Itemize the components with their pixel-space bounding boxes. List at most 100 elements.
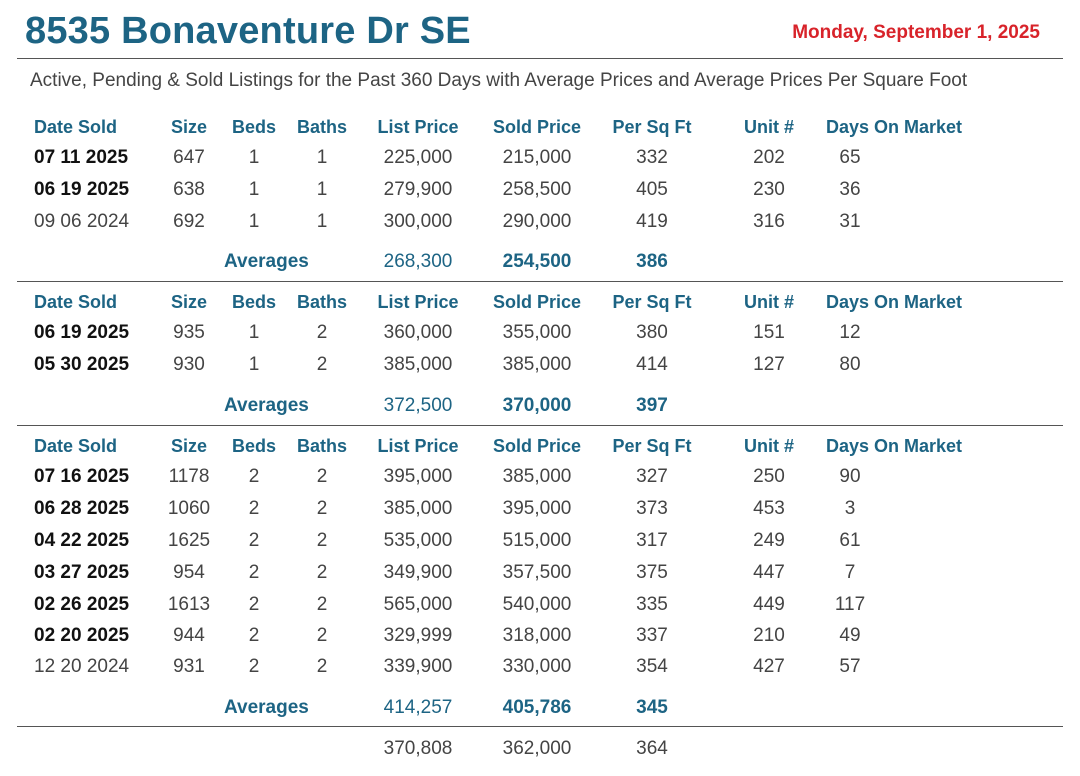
header-sold-price: Sold Price bbox=[492, 292, 582, 312]
cell-unit: 453 bbox=[753, 498, 785, 519]
avg-sold-price: 254,500 bbox=[502, 251, 572, 272]
cell-date-sold: 07 16 2025 bbox=[34, 466, 130, 487]
header-days-on-market: Days On Market bbox=[826, 292, 963, 312]
cell-beds: 1 bbox=[248, 322, 260, 343]
cell-size: 1060 bbox=[167, 498, 211, 519]
cell-date-sold: 02 20 2025 bbox=[34, 625, 130, 646]
cell-beds: 2 bbox=[248, 562, 260, 583]
cell-per-sq-ft: 419 bbox=[636, 211, 668, 232]
cell-per-sq-ft: 375 bbox=[636, 562, 668, 583]
cell-date-sold: 06 19 2025 bbox=[34, 179, 130, 200]
cell-beds: 1 bbox=[248, 354, 260, 375]
table-row: 05 30 2025 930 1 2 385,000 385,000 414 1… bbox=[0, 351, 1080, 379]
cell-days-on-market: 12 bbox=[839, 322, 861, 343]
overall-averages-row: 370,808 362,000 364 bbox=[0, 735, 1080, 763]
averages-row: Averages 372,500 370,000 397 bbox=[0, 392, 1080, 420]
cell-size: 1613 bbox=[167, 594, 211, 615]
cell-baths: 2 bbox=[316, 562, 328, 583]
header-date-sold: Date Sold bbox=[34, 117, 118, 137]
table-header-row: Date Sold Size Beds Baths List Price Sol… bbox=[0, 113, 1080, 141]
cell-unit: 250 bbox=[753, 466, 785, 487]
cell-unit: 230 bbox=[753, 179, 785, 200]
header-days-on-market: Days On Market bbox=[826, 117, 963, 137]
overall-sold-price: 362,000 bbox=[502, 738, 572, 759]
table-row: 06 28 2025 1060 2 2 385,000 395,000 373 … bbox=[0, 495, 1080, 523]
cell-days-on-market: 36 bbox=[839, 179, 861, 200]
cell-days-on-market: 49 bbox=[839, 625, 861, 646]
header-list-price: List Price bbox=[377, 436, 459, 456]
cell-baths: 2 bbox=[316, 594, 328, 615]
cell-size: 935 bbox=[173, 322, 205, 343]
cell-baths: 1 bbox=[316, 211, 328, 232]
cell-per-sq-ft: 337 bbox=[636, 625, 668, 646]
cell-sold-price: 258,500 bbox=[502, 179, 572, 200]
header-unit: Unit # bbox=[743, 292, 794, 312]
cell-beds: 2 bbox=[248, 594, 260, 615]
cell-list-price: 349,900 bbox=[383, 562, 453, 583]
header-days-on-market: Days On Market bbox=[826, 436, 963, 456]
avg-sold-price: 405,786 bbox=[502, 697, 572, 718]
cell-per-sq-ft: 380 bbox=[636, 322, 668, 343]
cell-unit: 449 bbox=[753, 594, 785, 615]
cell-size: 647 bbox=[173, 147, 205, 168]
cell-per-sq-ft: 332 bbox=[636, 147, 668, 168]
cell-baths: 2 bbox=[316, 466, 328, 487]
header-size: Size bbox=[170, 436, 208, 456]
averages-row: Averages 268,300 254,500 386 bbox=[0, 248, 1080, 276]
cell-beds: 2 bbox=[248, 498, 260, 519]
avg-per-sq-ft: 345 bbox=[636, 697, 668, 718]
header-beds: Beds bbox=[231, 117, 276, 137]
overall-list-price: 370,808 bbox=[383, 738, 453, 759]
cell-sold-price: 395,000 bbox=[502, 498, 572, 519]
header-sold-price: Sold Price bbox=[492, 117, 582, 137]
cell-date-sold: 06 28 2025 bbox=[34, 498, 130, 519]
cell-per-sq-ft: 354 bbox=[636, 656, 668, 677]
cell-unit: 127 bbox=[753, 354, 785, 375]
report-subtitle: Active, Pending & Sold Listings for the … bbox=[30, 70, 968, 91]
cell-list-price: 385,000 bbox=[383, 354, 453, 375]
header-baths: Baths bbox=[296, 436, 347, 456]
cell-days-on-market: 3 bbox=[844, 498, 856, 519]
header-per-sq-ft: Per Sq Ft bbox=[612, 292, 692, 312]
header-date-sold: Date Sold bbox=[34, 292, 118, 312]
table-row: 02 20 2025 944 2 2 329,999 318,000 337 2… bbox=[0, 622, 1080, 650]
avg-list-price: 414,257 bbox=[383, 697, 453, 718]
table-row: 09 06 2024 692 1 1 300,000 290,000 419 3… bbox=[0, 208, 1080, 236]
cell-date-sold: 09 06 2024 bbox=[34, 211, 130, 232]
cell-list-price: 225,000 bbox=[383, 147, 453, 168]
cell-beds: 1 bbox=[248, 179, 260, 200]
header-list-price: List Price bbox=[377, 117, 459, 137]
table-row: 06 19 2025 638 1 1 279,900 258,500 405 2… bbox=[0, 176, 1080, 204]
cell-list-price: 385,000 bbox=[383, 498, 453, 519]
averages-row: Averages 414,257 405,786 345 bbox=[0, 694, 1080, 722]
cell-size: 931 bbox=[173, 656, 205, 677]
cell-days-on-market: 31 bbox=[839, 211, 861, 232]
page-title: 8535 Bonaventure Dr SE bbox=[25, 10, 471, 52]
cell-days-on-market: 65 bbox=[839, 147, 861, 168]
avg-sold-price: 370,000 bbox=[502, 395, 572, 416]
cell-per-sq-ft: 373 bbox=[636, 498, 668, 519]
cell-sold-price: 357,500 bbox=[502, 562, 572, 583]
cell-sold-price: 290,000 bbox=[502, 211, 572, 232]
cell-beds: 2 bbox=[248, 656, 260, 677]
cell-baths: 2 bbox=[316, 322, 328, 343]
header-size: Size bbox=[170, 117, 208, 137]
cell-list-price: 360,000 bbox=[383, 322, 453, 343]
cell-days-on-market: 7 bbox=[844, 562, 856, 583]
cell-beds: 1 bbox=[248, 147, 260, 168]
cell-date-sold: 07 11 2025 bbox=[34, 147, 129, 168]
header-unit: Unit # bbox=[743, 117, 794, 137]
cell-beds: 2 bbox=[248, 625, 260, 646]
table-row: 02 26 2025 1613 2 2 565,000 540,000 335 … bbox=[0, 591, 1080, 619]
avg-per-sq-ft: 397 bbox=[636, 395, 668, 416]
avg-per-sq-ft: 386 bbox=[636, 251, 668, 272]
cell-baths: 1 bbox=[316, 147, 328, 168]
avg-list-price: 268,300 bbox=[383, 251, 453, 272]
cell-date-sold: 02 26 2025 bbox=[34, 594, 130, 615]
cell-days-on-market: 117 bbox=[834, 594, 866, 615]
cell-sold-price: 318,000 bbox=[502, 625, 572, 646]
avg-list-price: 372,500 bbox=[383, 395, 453, 416]
group-divider bbox=[17, 425, 1063, 426]
cell-sold-price: 515,000 bbox=[502, 530, 572, 551]
table-row: 07 11 2025 647 1 1 225,000 215,000 332 2… bbox=[0, 144, 1080, 172]
